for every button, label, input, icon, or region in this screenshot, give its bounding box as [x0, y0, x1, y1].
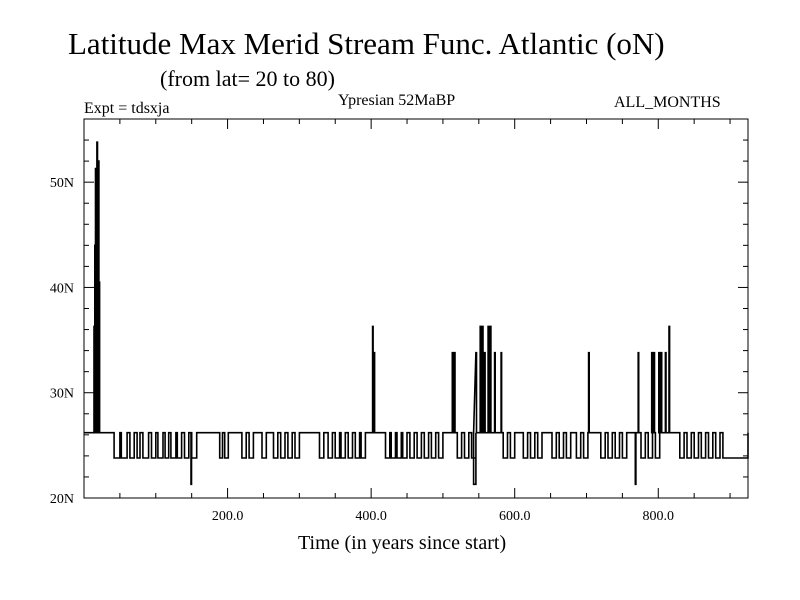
y-tick-label: 20N [50, 492, 74, 507]
period-label: Ypresian 52MaBP [338, 92, 456, 109]
y-tick-label: 40N [50, 281, 74, 296]
x-tick-label: 400.0 [355, 509, 387, 524]
x-axis-label: Time (in years since start) [298, 532, 507, 554]
experiment-label: Expt = tdsxja [84, 100, 170, 117]
y-tick-label: 50N [50, 176, 74, 191]
chart-title: Latitude Max Merid Stream Func. Atlantic… [68, 26, 665, 61]
chart-subtitle: (from lat= 20 to 80) [160, 66, 335, 91]
y-tick-label: 30N [50, 387, 74, 402]
x-tick-label: 800.0 [643, 509, 675, 524]
x-tick-label: 600.0 [499, 509, 531, 524]
x-tick-label: 200.0 [212, 509, 244, 524]
months-label: ALL_MONTHS [614, 94, 721, 111]
series-line [84, 141, 749, 486]
